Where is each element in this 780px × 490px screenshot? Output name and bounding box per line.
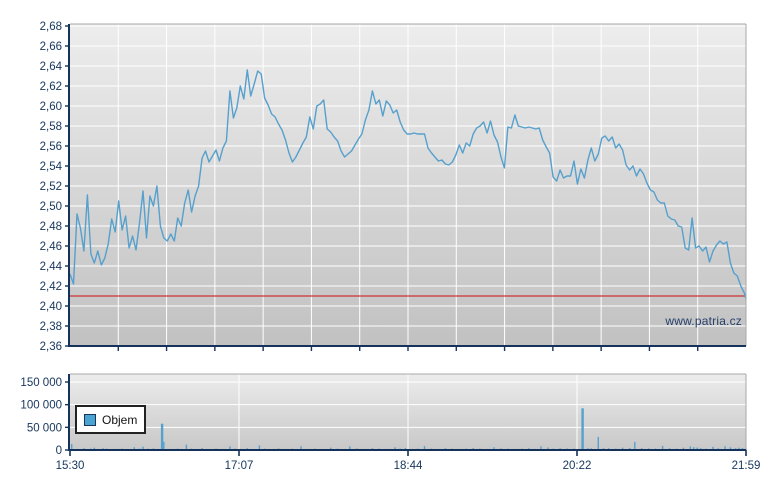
time-tick-label: 20:22 [563,460,592,472]
volume-legend-swatch-icon [84,413,96,426]
time-axis-labels: 15:30 17:07 18:44 20:22 21:59 [56,450,761,472]
price-y-tick-label: 2,62 [40,81,62,93]
time-tick-label: 21:59 [732,460,761,472]
price-y-tick-label: 2,54 [40,161,63,173]
price-y-tick-label: 2,48 [40,221,62,233]
time-tick-label: 17:07 [225,460,254,472]
price-y-tick-label: 2,44 [40,261,63,273]
volume-y-tick-label: 100 000 [20,400,62,412]
price-y-tick-label: 2,60 [40,101,62,113]
volume-y-tick-label: 150 000 [20,377,62,389]
price-y-tick-label: 2,38 [40,321,62,333]
volume-legend: Objem [75,405,146,434]
price-y-axis-labels: 2,68 2,66 2,64 2,62 2,60 2,58 2,56 2,54 2,52 2,50… [40,21,70,353]
price-y-tick-label: 2,40 [40,301,62,313]
time-tick-label: 15:30 [56,460,85,472]
volume-y-axis-labels: 0 50 000 100 000 150 000 [20,377,70,457]
volume-y-tick-label: 50 000 [27,422,62,434]
price-chart: 2,68 2,66 2,64 2,62 2,60 2,58 2,56 2,54 2,52 2,50… [40,21,747,353]
price-y-tick-label: 2,46 [40,241,62,253]
volume-y-tick-label: 0 [56,445,62,457]
patria-watermark: www.patria.cz [665,314,742,328]
price-y-tick-label: 2,64 [40,61,63,73]
price-y-tick-label: 2,50 [40,201,62,213]
price-y-tick-label: 2,66 [40,41,62,53]
price-y-tick-label: 2,36 [40,341,62,353]
price-y-tick-label: 2,56 [40,141,62,153]
price-y-tick-label: 2,68 [40,21,62,33]
volume-chart: 0 50 000 100 000 150 000 15:30 17:07 18:44 20:2… [20,373,761,472]
price-y-tick-label: 2,52 [40,181,62,193]
price-y-tick-label: 2,42 [40,281,62,293]
price-y-tick-label: 2,58 [40,121,62,133]
time-tick-label: 18:44 [394,460,423,472]
price-line [69,69,747,300]
volume-legend-label: Objem [102,412,138,427]
